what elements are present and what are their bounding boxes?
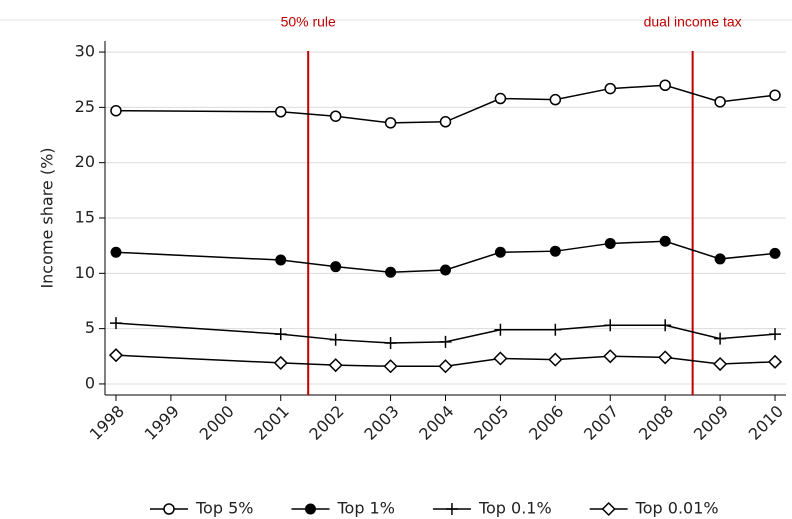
- point: [604, 319, 617, 332]
- point: [714, 96, 726, 108]
- legend-item: Top 0.1%: [432, 499, 552, 518]
- x-tick-label: 2008: [635, 402, 677, 444]
- annotation: dual income tax: [644, 14, 742, 30]
- x-tick-label: 1999: [141, 402, 183, 444]
- y-tick-label: 10: [75, 263, 95, 282]
- point: [330, 261, 342, 273]
- x-tick-label: 2002: [305, 402, 347, 444]
- x-tick-label: 2010: [745, 402, 787, 444]
- point: [274, 106, 287, 118]
- point: [769, 328, 782, 341]
- point: [549, 245, 561, 257]
- point: [328, 358, 343, 373]
- x-tick-label: 2009: [690, 402, 732, 444]
- x-tick-label: 2007: [580, 402, 622, 444]
- y-tick-label: 25: [75, 97, 95, 116]
- legend-label: Top 5%: [195, 499, 253, 518]
- point: [713, 356, 728, 372]
- legend-marker: [445, 503, 458, 515]
- point: [659, 235, 671, 247]
- legend-marker: [601, 501, 616, 517]
- annotation: 50% rule: [281, 14, 336, 30]
- legend-label: Top 1%: [336, 499, 394, 518]
- x-tick-label: 2003: [360, 402, 402, 444]
- y-axis-label: Income share (%): [38, 147, 57, 288]
- point: [384, 117, 397, 129]
- legend-label: Top 0.01%: [635, 499, 719, 518]
- point: [439, 335, 452, 348]
- point: [493, 351, 508, 366]
- x-tick-label: 2005: [470, 402, 512, 444]
- point: [549, 323, 562, 336]
- legend-item: Top 1%: [291, 499, 395, 518]
- point: [110, 104, 122, 117]
- point: [329, 333, 342, 346]
- y-tick-label: 20: [75, 152, 95, 171]
- point: [714, 253, 726, 265]
- point: [494, 92, 507, 105]
- point: [494, 323, 507, 336]
- point: [714, 332, 727, 345]
- point: [548, 352, 563, 367]
- y-tick-label: 30: [75, 42, 95, 61]
- x-tick-label: 2004: [415, 402, 457, 444]
- legend-label: Top 0.1%: [478, 499, 552, 518]
- y-tick-label: 0: [85, 373, 95, 392]
- point: [274, 328, 287, 341]
- y-tick-label: 15: [75, 208, 95, 227]
- point: [329, 110, 342, 122]
- point: [275, 254, 287, 266]
- point: [604, 237, 616, 249]
- point: [659, 319, 672, 332]
- x-tick-label: 2001: [251, 402, 293, 444]
- legend-marker: [304, 503, 316, 515]
- point: [769, 247, 781, 259]
- point: [439, 116, 452, 128]
- point: [438, 359, 453, 374]
- point: [385, 266, 397, 278]
- legend-item: Top 0.01%: [589, 499, 719, 518]
- x-tick-label: 2000: [196, 402, 238, 444]
- y-tick-label: 5: [85, 318, 95, 337]
- point: [549, 93, 562, 106]
- point: [109, 317, 122, 330]
- legend-marker: [163, 503, 175, 515]
- point: [108, 348, 124, 363]
- point: [659, 79, 671, 91]
- x-tick-label: 2006: [525, 402, 567, 444]
- x-tick-label: 1998: [86, 402, 128, 444]
- point: [110, 246, 122, 258]
- point: [603, 349, 618, 364]
- point: [384, 337, 397, 350]
- point: [440, 264, 451, 276]
- point: [658, 350, 673, 365]
- point: [767, 354, 783, 369]
- point: [273, 355, 288, 370]
- point: [383, 359, 398, 374]
- point: [769, 89, 781, 101]
- point: [494, 246, 506, 258]
- legend-item: Top 5%: [150, 499, 253, 518]
- point: [604, 82, 617, 95]
